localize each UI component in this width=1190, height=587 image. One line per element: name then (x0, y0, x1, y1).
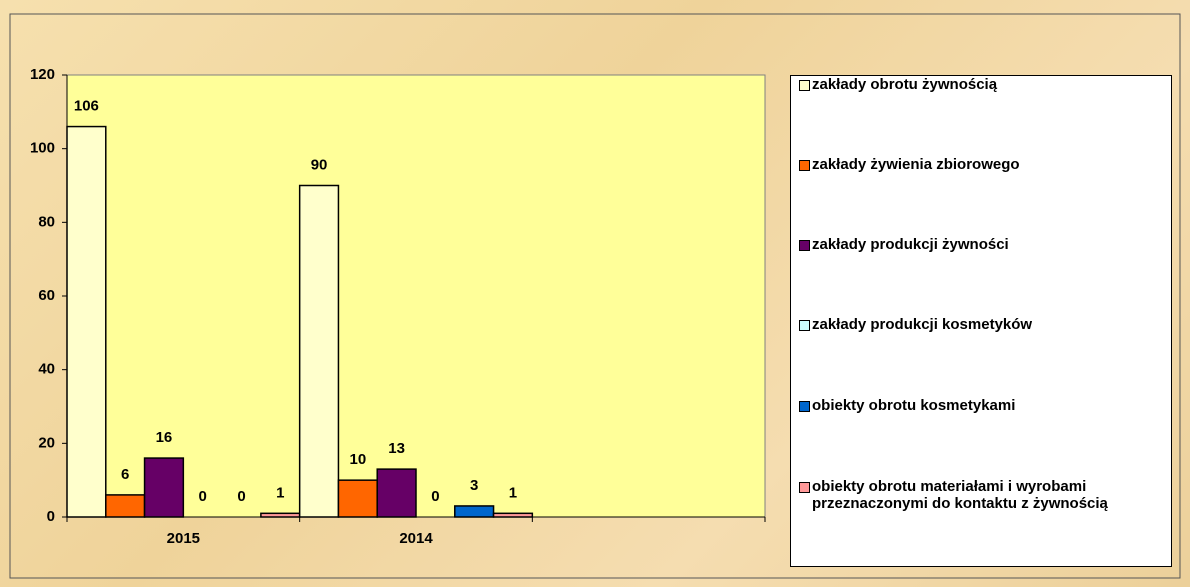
data-label: 6 (121, 466, 129, 483)
legend-label: obiekty obrotu kosmetykami (812, 397, 1016, 414)
legend-swatch (799, 401, 810, 412)
data-label: 1 (276, 484, 284, 501)
legend-swatch (799, 482, 810, 493)
data-label: 0 (199, 488, 207, 505)
data-label: 3 (470, 477, 478, 494)
bar (492, 512, 534, 518)
legend-label: obiekty obrotu materiałami i wyrobami pr… (812, 478, 1108, 512)
chart-border (9, 13, 1181, 579)
data-label: 10 (349, 451, 366, 468)
legend-label: zakłady obrotu żywnością (812, 76, 998, 93)
legend-swatch (799, 240, 810, 251)
bar (260, 512, 301, 518)
legend-label: zakłady produkcji żywności (812, 236, 1009, 253)
y-tick-label: 80 (38, 213, 55, 230)
data-label: 90 (311, 156, 328, 173)
legend-entry: obiekty obrotu kosmetykami (799, 397, 1159, 414)
legend-label: zakłady żywienia zbiorowego (812, 156, 1020, 173)
data-label: 0 (431, 488, 439, 505)
data-label: 13 (388, 440, 405, 457)
data-label: 16 (156, 429, 173, 446)
data-label: 0 (237, 488, 245, 505)
legend-entry: zakłady produkcji żywności (799, 236, 1159, 253)
legend-swatch (799, 160, 810, 171)
bar (143, 457, 185, 518)
bar (66, 125, 107, 518)
bar (337, 479, 378, 518)
y-tick-label: 100 (30, 140, 55, 157)
x-tick-label: 2015 (167, 530, 200, 547)
legend-label: zakłady produkcji kosmetyków (812, 316, 1033, 333)
legend-entry: zakłady żywienia zbiorowego (799, 156, 1159, 173)
bar (298, 184, 340, 518)
legend-entry: zakłady obrotu żywnością (799, 76, 1159, 93)
bar (105, 494, 146, 518)
y-tick-label: 60 (38, 287, 55, 304)
legend-entry: obiekty obrotu materiałami i wyrobami pr… (799, 478, 1159, 512)
bar (454, 505, 495, 518)
data-label: 1 (509, 484, 517, 501)
y-tick-label: 40 (38, 361, 55, 378)
legend-swatch (799, 320, 810, 331)
legend: zakłady obrotu żywnością zakłady żywienia… (790, 75, 1172, 567)
y-tick-label: 0 (47, 508, 55, 525)
legend-entry: zakłady produkcji kosmetyków (799, 316, 1159, 333)
legend-swatch (799, 80, 810, 91)
y-tick-label: 20 (38, 434, 55, 451)
x-tick-label: 2014 (399, 530, 433, 547)
bar (376, 468, 417, 518)
y-tick-label: 120 (30, 66, 55, 83)
data-label: 106 (74, 98, 99, 115)
plot-area (66, 74, 766, 518)
